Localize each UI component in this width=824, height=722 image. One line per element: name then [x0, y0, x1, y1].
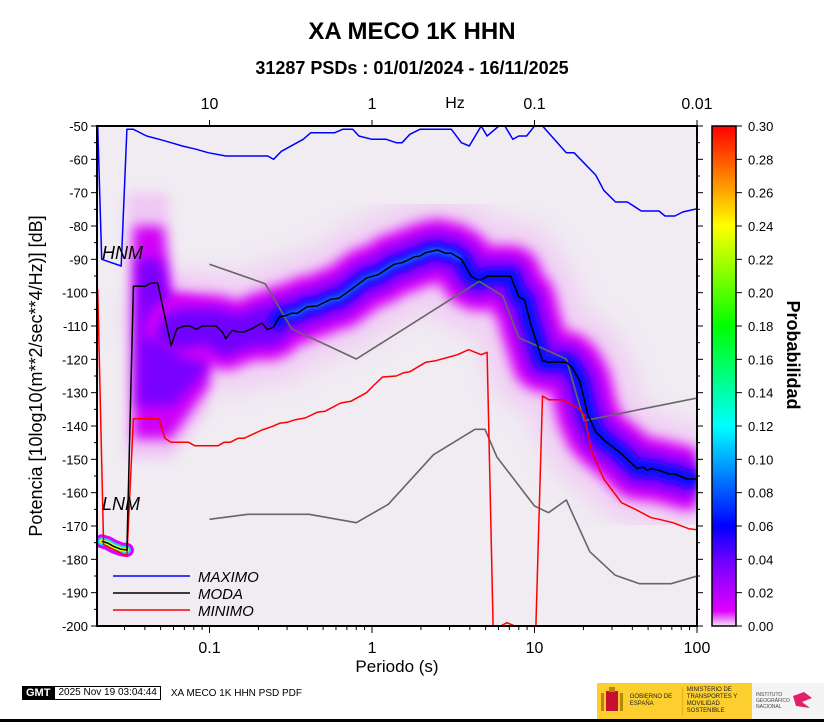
y-tick-label: -50 — [69, 119, 88, 134]
series-line-hnm — [209, 263, 697, 422]
legend: MAXIMO MODA MINIMO — [113, 569, 259, 620]
legend-label-minimo: MINIMO — [198, 603, 254, 620]
y-tick-label: -180 — [62, 552, 88, 567]
series-line-maximo — [97, 126, 697, 267]
colorbar-tick-label: 0.16 — [748, 352, 773, 367]
x-tick-label: 1 — [368, 640, 377, 657]
top-tick-label: 1 — [368, 96, 377, 113]
colorbar-tick-label: 0.26 — [748, 186, 773, 201]
y-tick-label: -160 — [62, 486, 88, 501]
y-tick-label: -80 — [69, 219, 88, 234]
gobierno-text: GOBIERNO DE ESPAÑA — [629, 694, 673, 707]
y-tick-label: -130 — [62, 386, 88, 401]
x-tick-label: 100 — [684, 640, 711, 657]
legend-label-maximo: MAXIMO — [198, 569, 259, 586]
ign-logo: INSTITUTO GEOGRÁFICO NACIONAL — [752, 683, 824, 719]
x-tick-label: 10 — [526, 640, 544, 657]
lnm-annotation: LNM — [102, 494, 140, 514]
y-tick-label: -70 — [69, 186, 88, 201]
colorbar-tick-label: 0.28 — [748, 152, 773, 167]
top-tick-label: 10 — [201, 96, 219, 113]
colorbar — [711, 125, 737, 627]
colorbar-tick-label: 0.06 — [748, 519, 773, 534]
legend-label-moda: MODA — [198, 586, 243, 603]
series-line-minimo — [97, 289, 697, 626]
bottom-border — [0, 719, 824, 722]
footer-stamp: GMT 2025 Nov 19 03:04:44 XA MECO 1K HHN … — [22, 686, 302, 700]
colorbar-tick-label: 0.20 — [748, 286, 773, 301]
y-tick-label: -120 — [62, 352, 88, 367]
psd-pdf-chart: -50 -60 -70 -80 -90 -100 -110 -120 -130 -140 -150 -… — [26, 95, 803, 676]
colorbar-tick-label: 0.30 — [748, 119, 773, 134]
colorbar-tick-label: 0.02 — [748, 586, 773, 601]
colorbar-tick-label: 0.04 — [748, 552, 773, 567]
instituto-text: INSTITUTO GEOGRÁFICO NACIONAL — [756, 692, 790, 710]
colorbar-tick-label: 0.18 — [748, 319, 773, 334]
y-tick-label: -150 — [62, 452, 88, 467]
colorbar-tick-label: 0.08 — [748, 486, 773, 501]
y-tick-label: -190 — [62, 586, 88, 601]
x-tick-label: 0.1 — [198, 640, 220, 657]
top-axis-unit: Hz — [445, 95, 465, 112]
gmt-logo: GMT — [22, 686, 55, 700]
top-tick-label: 0.01 — [681, 96, 712, 113]
y-tick-label: -110 — [63, 319, 88, 334]
chart-title: XA MECO 1K HHN — [308, 18, 516, 45]
y-tick-label: -90 — [69, 252, 88, 267]
hnm-annotation: HNM — [102, 243, 143, 263]
ministerio-text: MINISTERIO DE TRANSPORTES Y MOVILIDAD SO… — [681, 687, 752, 715]
colorbar-tick-label: 0.22 — [748, 252, 773, 267]
colorbar-tick-label: 0.24 — [748, 219, 773, 234]
series-line-lnm — [209, 428, 697, 585]
y-tick-label: -100 — [62, 286, 88, 301]
top-tick-label: 0.1 — [523, 96, 545, 113]
y-axis-label: Potencia [10log10(m**2/sec**4/Hz)] [dB] — [26, 215, 46, 536]
institution-logos: GOBIERNO DE ESPAÑA MINISTERIO DE TRANSPO… — [597, 683, 824, 719]
y-tick-label: -200 — [62, 619, 88, 634]
coat-of-arms-icon — [601, 687, 623, 711]
colorbar-label: Probabilidad — [783, 300, 803, 409]
ign-emblem-icon — [793, 692, 812, 708]
plot-label: XA MECO 1K HHN PSD PDF — [170, 687, 303, 699]
colorbar-tick-label: 0.10 — [748, 452, 773, 467]
y-tick-label: -60 — [69, 152, 88, 167]
colorbar-tick-label: 0.00 — [748, 619, 773, 634]
series-line-moda — [101, 249, 697, 551]
y-tick-label: -170 — [62, 519, 88, 534]
x-axis-label: Periodo (s) — [355, 657, 438, 676]
gobierno-logo: GOBIERNO DE ESPAÑA MINISTERIO DE TRANSPO… — [597, 683, 752, 719]
y-tick-label: -140 — [62, 419, 88, 434]
timestamp: 2025 Nov 19 03:04:44 — [54, 686, 161, 700]
chart-subtitle: 31287 PSDs : 01/01/2024 - 16/11/2025 — [255, 58, 569, 78]
colorbar-tick-label: 0.14 — [748, 386, 773, 401]
colorbar-tick-label: 0.12 — [748, 419, 773, 434]
